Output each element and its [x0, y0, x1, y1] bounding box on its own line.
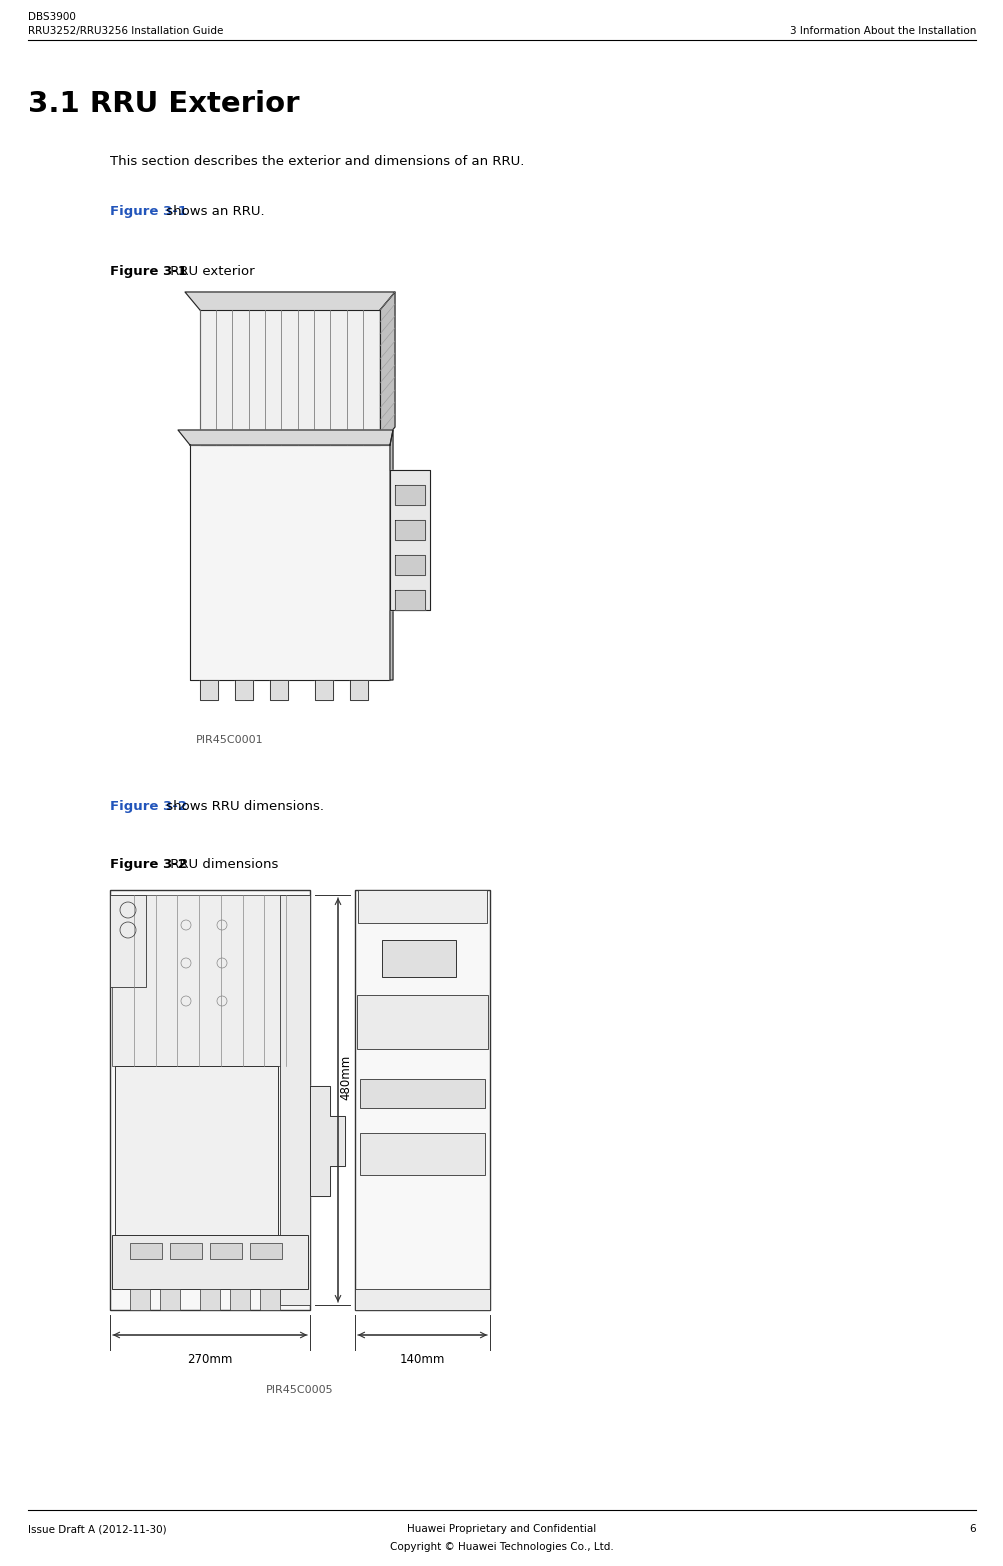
Text: Figure 3-1: Figure 3-1: [110, 205, 187, 218]
Bar: [110, 896, 145, 987]
Polygon shape: [185, 291, 394, 310]
Bar: [112, 1236, 308, 1289]
Bar: [230, 1289, 250, 1311]
Polygon shape: [200, 310, 379, 445]
Polygon shape: [200, 680, 218, 700]
Polygon shape: [310, 1085, 345, 1196]
Text: Huawei Proprietary and Confidential: Huawei Proprietary and Confidential: [407, 1524, 596, 1535]
Bar: [112, 896, 308, 1066]
Bar: [200, 1289, 220, 1311]
Polygon shape: [270, 680, 288, 700]
Polygon shape: [394, 554, 424, 575]
Text: This section describes the exterior and dimensions of an RRU.: This section describes the exterior and …: [110, 155, 524, 168]
Bar: [110, 889, 310, 1311]
Bar: [250, 1243, 282, 1259]
Text: RRU exterior: RRU exterior: [165, 265, 255, 279]
Bar: [357, 994, 487, 1049]
Text: 270mm: 270mm: [188, 1353, 233, 1366]
Bar: [358, 889, 486, 922]
Text: shows an RRU.: shows an RRU.: [161, 205, 265, 218]
Bar: [129, 1243, 161, 1259]
Polygon shape: [394, 485, 424, 504]
Text: 140mm: 140mm: [399, 1353, 444, 1366]
Text: shows RRU dimensions.: shows RRU dimensions.: [161, 800, 324, 813]
Polygon shape: [389, 431, 392, 680]
Text: 3.1 RRU Exterior: 3.1 RRU Exterior: [28, 89, 299, 117]
Polygon shape: [350, 680, 368, 700]
Text: Figure 3-1: Figure 3-1: [110, 265, 187, 279]
Text: 6: 6: [969, 1524, 975, 1535]
Bar: [159, 1289, 180, 1311]
Text: Copyright © Huawei Technologies Co., Ltd.: Copyright © Huawei Technologies Co., Ltd…: [390, 1543, 613, 1552]
Polygon shape: [389, 470, 429, 611]
Polygon shape: [394, 590, 424, 611]
Bar: [280, 896, 310, 1304]
Bar: [170, 1243, 202, 1259]
Text: 3 Information About the Installation: 3 Information About the Installation: [788, 27, 975, 36]
Text: DBS3900: DBS3900: [28, 13, 76, 22]
Bar: [355, 889, 489, 1311]
Text: Issue Draft A (2012-11-30): Issue Draft A (2012-11-30): [28, 1524, 166, 1535]
Text: PIR45C0001: PIR45C0001: [196, 734, 264, 745]
Polygon shape: [190, 445, 389, 680]
Polygon shape: [315, 680, 333, 700]
Text: RRU dimensions: RRU dimensions: [165, 858, 278, 871]
Polygon shape: [178, 431, 392, 445]
Bar: [260, 1289, 280, 1311]
Text: 480mm: 480mm: [339, 1055, 352, 1099]
Bar: [381, 940, 455, 977]
Bar: [210, 1243, 242, 1259]
Text: Figure 3-2: Figure 3-2: [110, 800, 187, 813]
Polygon shape: [379, 291, 394, 445]
Bar: [360, 1132, 484, 1174]
Text: Figure 3-2: Figure 3-2: [110, 858, 187, 871]
Bar: [360, 1079, 484, 1109]
Polygon shape: [235, 680, 253, 700]
Text: RRU3252/RRU3256 Installation Guide: RRU3252/RRU3256 Installation Guide: [28, 27, 223, 36]
Bar: [355, 1289, 489, 1311]
Bar: [129, 1289, 149, 1311]
Bar: [115, 1066, 278, 1236]
Text: PIR45C0005: PIR45C0005: [266, 1384, 333, 1395]
Polygon shape: [394, 520, 424, 540]
